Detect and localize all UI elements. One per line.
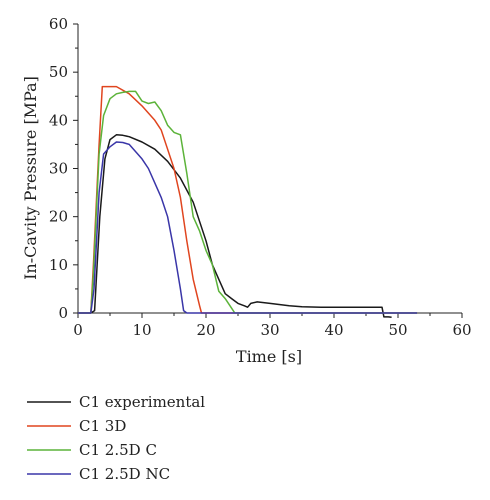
- y-tick-label: 10: [49, 256, 68, 274]
- y-tick-label: 60: [49, 15, 68, 33]
- x-tick-label: 10: [132, 321, 151, 339]
- y-tick-label: 0: [58, 304, 68, 322]
- legend-label: C1 2.5D C: [79, 441, 157, 459]
- series-line-c1-2-5d-nc: [78, 141, 418, 314]
- axes: 0 10 20 30 40 50 60 0 10 20 30 40 50 60: [49, 15, 472, 339]
- y-axis-title: In-Cavity Pressure [MPa]: [21, 76, 40, 280]
- series-line-c1-3d: [78, 85, 418, 314]
- legend-label: C1 experimental: [79, 393, 205, 411]
- y-tick-label: 20: [49, 208, 68, 226]
- y-tick-label: 30: [49, 160, 68, 178]
- x-tick-label: 0: [73, 321, 83, 339]
- x-tick-label: 50: [388, 321, 407, 339]
- y-tick-label: 40: [49, 111, 68, 129]
- y-tick-label: 50: [49, 63, 68, 81]
- x-tick-label: 30: [260, 321, 279, 339]
- legend: C1 experimental C1 3D C1 2.5D C C1 2.5D NC: [27, 393, 205, 483]
- legend-label: C1 3D: [79, 417, 126, 435]
- series-line-c1-experimental: [78, 134, 392, 319]
- x-axis-title: Time [s]: [236, 347, 302, 366]
- series-layer: [78, 85, 418, 319]
- x-tick-label: 20: [196, 321, 215, 339]
- x-tick-label: 60: [452, 321, 471, 339]
- series-line-c1-2-5d-c: [78, 90, 418, 314]
- legend-label: C1 2.5D NC: [79, 465, 170, 483]
- axis-titles: Time [s] In-Cavity Pressure [MPa]: [21, 76, 302, 366]
- x-tick-label: 40: [324, 321, 343, 339]
